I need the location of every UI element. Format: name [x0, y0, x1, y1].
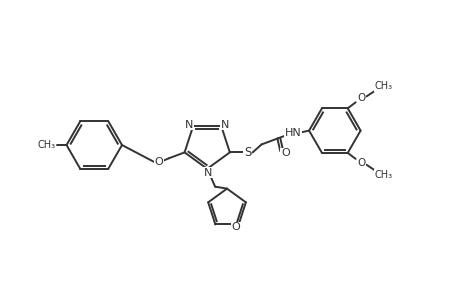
Text: N: N	[185, 120, 193, 130]
Text: O: O	[154, 157, 163, 167]
Text: O: O	[231, 223, 240, 232]
Text: O: O	[357, 158, 365, 168]
Text: CH₃: CH₃	[38, 140, 56, 150]
Text: O: O	[357, 93, 365, 103]
Text: N: N	[204, 168, 212, 178]
Text: N: N	[220, 120, 229, 130]
Text: S: S	[243, 146, 251, 159]
Text: HN: HN	[284, 128, 301, 138]
Text: CH₃: CH₃	[374, 82, 392, 92]
Text: O: O	[280, 148, 289, 158]
Text: CH₃: CH₃	[374, 170, 392, 180]
